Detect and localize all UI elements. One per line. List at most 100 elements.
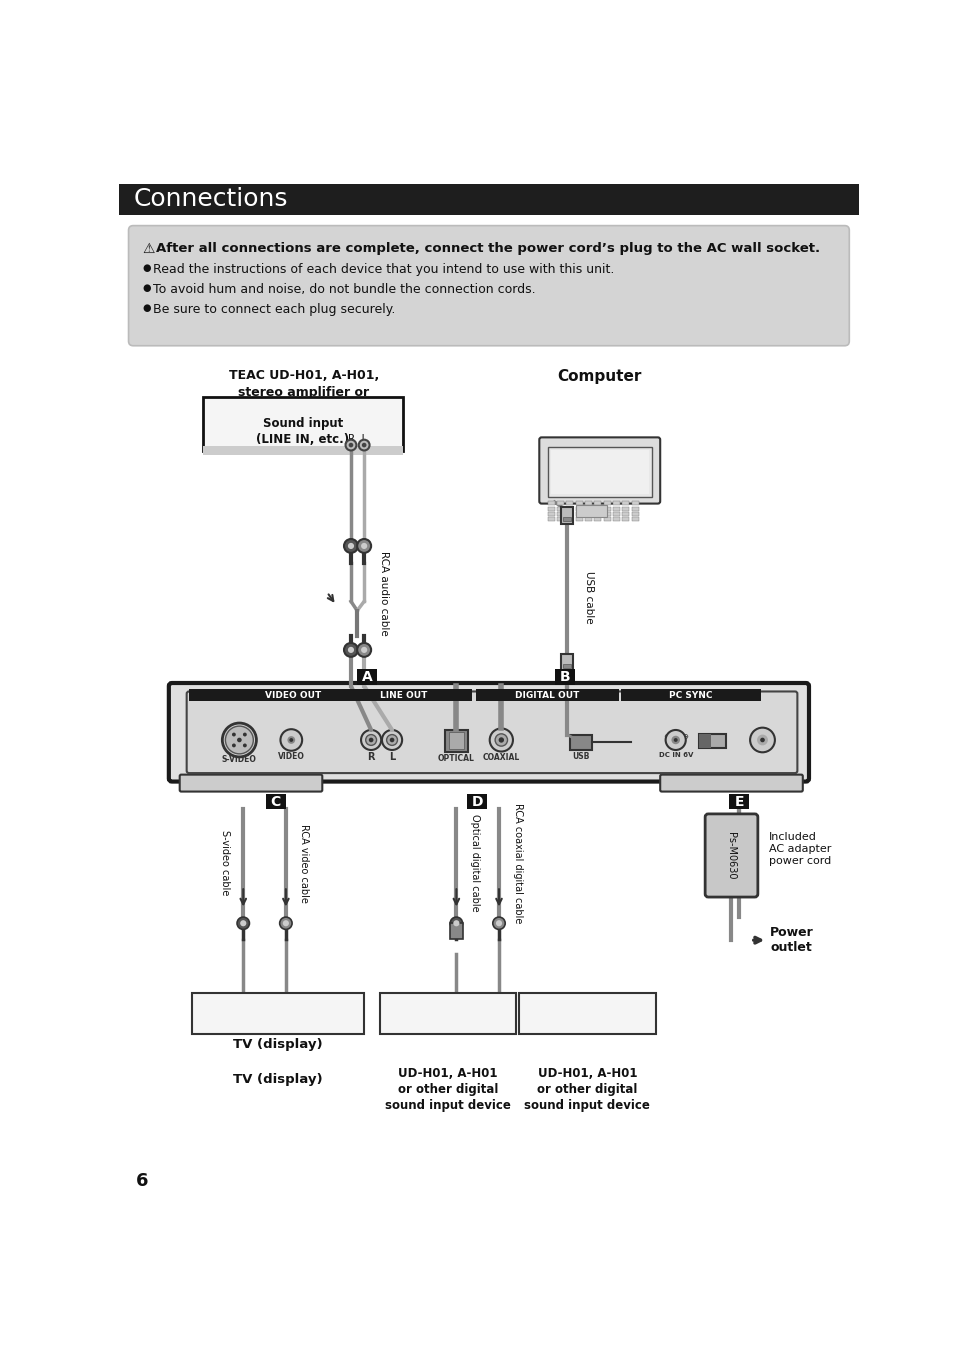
Circle shape [236, 738, 241, 742]
Text: A: A [361, 670, 373, 684]
Circle shape [749, 727, 774, 753]
FancyBboxPatch shape [192, 992, 364, 1034]
Circle shape [386, 735, 397, 745]
Circle shape [665, 730, 685, 750]
Bar [612, 512, 619, 516]
Bar [335, 689, 472, 701]
Text: VIDEO: VIDEO [277, 753, 304, 761]
Text: USB: USB [572, 753, 589, 761]
Circle shape [232, 743, 235, 747]
Bar [566, 506, 573, 510]
FancyBboxPatch shape [379, 992, 516, 1034]
Text: TV (display): TV (display) [233, 1074, 323, 1086]
Circle shape [450, 917, 462, 929]
Bar [560, 654, 573, 670]
Circle shape [236, 917, 249, 929]
Circle shape [496, 921, 501, 926]
Circle shape [345, 440, 356, 451]
FancyBboxPatch shape [169, 682, 808, 781]
Circle shape [453, 921, 459, 926]
Bar [450, 923, 462, 938]
Text: ●: ● [142, 263, 151, 272]
Text: Ps-M0630: Ps-M0630 [726, 831, 736, 879]
Text: TV (display): TV (display) [233, 1037, 323, 1051]
Bar [557, 501, 563, 505]
Text: R  L: R L [348, 435, 367, 444]
Text: B: B [559, 670, 570, 684]
Bar [550, 450, 648, 494]
Bar [557, 506, 563, 510]
Text: Computer: Computer [557, 368, 641, 383]
Bar [584, 512, 592, 516]
FancyBboxPatch shape [704, 814, 757, 898]
Bar [203, 445, 402, 451]
Bar [631, 517, 638, 521]
Circle shape [493, 917, 505, 929]
Circle shape [232, 733, 235, 737]
Text: S-VIDEO: S-VIDEO [222, 756, 256, 765]
Bar [620, 689, 760, 701]
Circle shape [760, 738, 764, 742]
Text: TEAC UD-H01, A-H01,
stereo amplifier or
powered speakers: TEAC UD-H01, A-H01, stereo amplifier or … [229, 368, 378, 416]
Circle shape [365, 735, 376, 745]
Text: Connections: Connections [133, 187, 288, 211]
Circle shape [348, 543, 354, 548]
Text: OFF  ON: OFF ON [699, 742, 724, 746]
Bar [566, 501, 573, 505]
Circle shape [287, 737, 294, 743]
Bar [467, 793, 487, 810]
Text: UD-H01, A-H01
or other digital
sound input device: UD-H01, A-H01 or other digital sound inp… [524, 1067, 650, 1112]
Circle shape [344, 643, 357, 657]
FancyBboxPatch shape [187, 692, 797, 773]
Bar [555, 669, 575, 685]
Circle shape [489, 728, 513, 751]
Bar [575, 506, 582, 510]
FancyBboxPatch shape [538, 437, 659, 504]
Circle shape [222, 723, 256, 757]
Circle shape [671, 735, 679, 745]
Bar [594, 506, 600, 510]
Circle shape [348, 647, 354, 653]
Bar [448, 733, 464, 749]
Circle shape [369, 738, 373, 742]
Text: RCA coaxial digital cable: RCA coaxial digital cable [513, 803, 522, 923]
Bar [594, 512, 600, 516]
Text: ⚠: ⚠ [142, 242, 154, 256]
Text: Included
AC adapter
power cord: Included AC adapter power cord [768, 833, 830, 865]
Circle shape [280, 730, 302, 750]
Circle shape [344, 539, 357, 552]
Bar [557, 517, 563, 521]
Text: R: R [367, 751, 375, 761]
Bar [575, 501, 582, 505]
Circle shape [282, 921, 289, 926]
Circle shape [358, 440, 369, 451]
Text: After all connections are complete, connect the power cord’s plug to the AC wall: After all connections are complete, conn… [156, 242, 820, 255]
Text: ⊕: ⊕ [672, 731, 679, 741]
Bar [547, 517, 555, 521]
Text: USB cable: USB cable [583, 571, 594, 624]
Bar [612, 501, 619, 505]
Bar [621, 501, 629, 505]
Text: LINE OUT: LINE OUT [379, 691, 427, 700]
Bar [699, 734, 725, 747]
Text: S-video cable: S-video cable [220, 830, 230, 896]
FancyBboxPatch shape [179, 774, 322, 792]
Bar [603, 506, 610, 510]
Bar [612, 517, 619, 521]
Circle shape [360, 647, 367, 653]
Bar [576, 505, 607, 517]
Circle shape [243, 733, 247, 737]
Text: RCA audio cable: RCA audio cable [378, 551, 389, 636]
Text: S-VIDEO IN: S-VIDEO IN [244, 1005, 312, 1014]
Text: Be sure to connect each plug securely.: Be sure to connect each plug securely. [153, 303, 395, 315]
Circle shape [289, 738, 293, 742]
Text: Sound input
(LINE IN, etc.): Sound input (LINE IN, etc.) [256, 417, 349, 445]
Bar [547, 501, 555, 505]
Circle shape [360, 543, 367, 548]
Bar [547, 512, 555, 516]
Bar [444, 730, 468, 751]
Circle shape [243, 743, 247, 747]
Bar [266, 793, 286, 810]
Bar [547, 506, 555, 510]
Bar [575, 517, 582, 521]
